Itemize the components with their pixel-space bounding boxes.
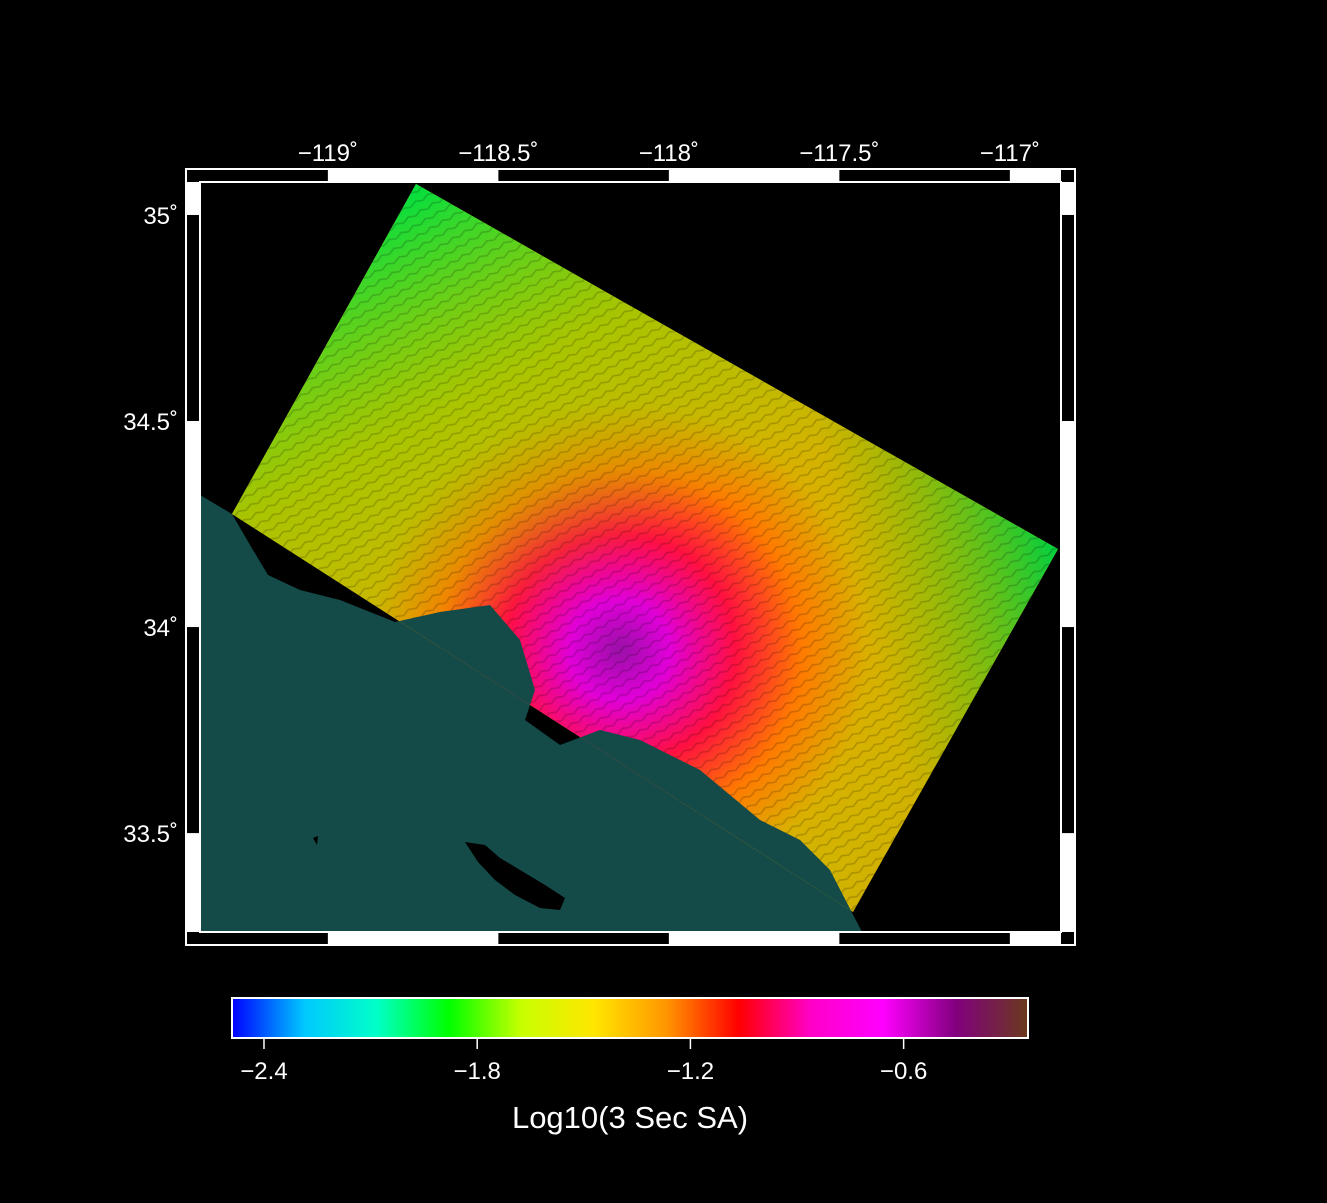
longitude-tick-label: −119˚ — [298, 140, 358, 167]
longitude-tick-label: −117.5˚ — [799, 140, 879, 167]
frame-segment — [187, 833, 200, 932]
frame-segment — [1061, 182, 1074, 215]
colorbar-tick-label: −1.2 — [667, 1058, 714, 1085]
frame-segment — [1061, 421, 1074, 628]
frame-segment — [327, 932, 499, 944]
island-santa-catalina — [465, 842, 565, 910]
island-small — [313, 836, 318, 845]
frame-segment — [668, 170, 840, 182]
longitude-tick-label: −118.5˚ — [458, 140, 538, 167]
latitude-labels: 35˚ 34.5˚ 34˚ 33.5˚ — [123, 203, 178, 848]
longitude-tick-label: −118˚ — [639, 140, 699, 167]
colorbar: −2.4 −1.8 −1.2 −0.6 Log10(3 Sec SA) — [231, 997, 1029, 1135]
frame-segment — [668, 932, 840, 944]
frame-segment — [1009, 170, 1061, 182]
colorbar-tick-label: −2.4 — [240, 1058, 287, 1085]
colorbar-ticks: −2.4 −1.8 −1.2 −0.6 — [240, 1039, 927, 1085]
ocean — [200, 495, 862, 932]
frame-segment — [187, 421, 200, 628]
latitude-tick-label: 33.5˚ — [123, 821, 178, 848]
longitude-tick-label: −117˚ — [980, 140, 1040, 167]
map-frame — [185, 168, 1076, 946]
map-area — [200, 182, 1061, 932]
colorbar-tick-label: −1.8 — [454, 1058, 501, 1085]
frame-segment — [187, 182, 200, 215]
frame-segment — [1061, 833, 1074, 932]
frame-segment — [1009, 932, 1061, 944]
longitude-labels: −119˚ −118.5˚ −118˚ −117.5˚ −117˚ — [298, 140, 1040, 167]
colorbar-label: Log10(3 Sec SA) — [512, 1100, 748, 1135]
latitude-tick-label: 34.5˚ — [123, 409, 178, 436]
latitude-tick-label: 34˚ — [143, 615, 178, 642]
frame-segment — [327, 170, 499, 182]
colorbar-tick-label: −0.6 — [880, 1058, 927, 1085]
colorbar-gradient — [231, 997, 1029, 1039]
latitude-tick-label: 35˚ — [143, 203, 178, 230]
